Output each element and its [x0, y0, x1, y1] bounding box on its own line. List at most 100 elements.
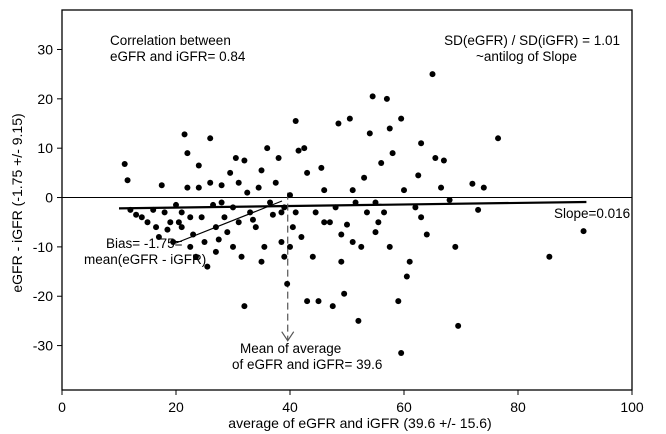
- data-point: [378, 159, 385, 166]
- data-point: [258, 258, 265, 265]
- data-point: [381, 209, 388, 216]
- bias-annotation-line1: Bias= -1.75=: [106, 236, 183, 251]
- sd-ratio-annotation-line1: SD(eGFR) / SD(iGFR) = 1.01: [444, 33, 620, 48]
- data-point: [258, 167, 265, 174]
- data-point: [401, 187, 407, 194]
- data-point: [355, 317, 362, 324]
- y-tick-label: -30: [33, 338, 53, 354]
- data-point: [187, 243, 194, 250]
- data-point: [335, 120, 342, 127]
- data-point: [218, 182, 225, 189]
- data-point: [418, 214, 425, 221]
- data-point: [272, 179, 279, 186]
- data-point: [289, 224, 296, 231]
- data-point: [287, 243, 293, 250]
- y-axis-label: eGFR - iGFR (-1.75 +/- 9.15): [9, 113, 25, 292]
- data-point: [312, 209, 319, 216]
- data-point: [278, 209, 285, 216]
- x-axis-label: average of eGFR and iGFR (39.6 +/- 15.6): [228, 415, 491, 431]
- data-point: [349, 187, 356, 194]
- y-tick-label: -10: [33, 239, 53, 255]
- data-point: [198, 214, 205, 221]
- data-point: [423, 231, 430, 238]
- data-point: [255, 184, 262, 191]
- data-point: [318, 164, 325, 171]
- data-point: [455, 322, 462, 329]
- data-point: [304, 169, 311, 176]
- y-tick-label: 20: [37, 91, 53, 107]
- data-point: [495, 135, 502, 142]
- data-point: [440, 157, 447, 164]
- data-point: [184, 184, 191, 191]
- data-point: [167, 219, 174, 226]
- data-point: [275, 155, 282, 162]
- data-point: [281, 253, 288, 260]
- data-point: [207, 135, 214, 142]
- data-point: [338, 231, 345, 238]
- x-tick-label: 20: [168, 399, 184, 415]
- data-point: [292, 118, 299, 125]
- data-point: [204, 263, 211, 270]
- correlation-annotation-line1: Correlation between: [110, 33, 231, 48]
- data-point: [432, 155, 439, 162]
- data-point: [363, 209, 370, 216]
- x-tick-label: 0: [58, 399, 66, 415]
- data-point: [389, 150, 396, 157]
- bias-pointer-line: [175, 200, 283, 244]
- data-point: [326, 219, 333, 226]
- data-point: [170, 238, 177, 245]
- data-point: [261, 243, 268, 250]
- data-point: [361, 174, 368, 181]
- data-point: [321, 187, 328, 194]
- data-point: [332, 204, 339, 211]
- data-point: [338, 258, 345, 265]
- data-point: [133, 211, 140, 218]
- bias-annotation-line2: mean(eGFR - iGFR): [84, 252, 206, 267]
- data-point: [267, 199, 274, 206]
- data-point: [210, 201, 217, 208]
- data-point: [429, 71, 436, 78]
- data-point: [192, 253, 199, 260]
- data-point: [352, 199, 359, 206]
- data-point: [178, 224, 185, 231]
- y-tick-label: -20: [33, 288, 53, 304]
- data-point: [415, 172, 422, 179]
- data-point: [369, 93, 376, 100]
- y-tick-label: 0: [45, 190, 53, 206]
- data-point: [241, 157, 248, 164]
- data-point: [287, 192, 293, 199]
- data-point: [252, 224, 259, 231]
- data-point: [244, 189, 251, 196]
- data-point: [315, 298, 322, 305]
- data-point: [230, 204, 236, 211]
- data-point: [406, 258, 413, 265]
- slope-annotation: Slope=0.016: [554, 206, 630, 221]
- data-point: [195, 162, 202, 169]
- data-point: [292, 209, 299, 216]
- data-point: [372, 199, 379, 206]
- data-point: [452, 243, 459, 250]
- data-point: [178, 209, 185, 216]
- data-point: [224, 229, 231, 236]
- y-tick-label: 30: [37, 41, 53, 57]
- y-tick-label: 10: [37, 140, 53, 156]
- data-point: [235, 179, 242, 186]
- data-point: [230, 243, 236, 250]
- data-point: [341, 290, 348, 297]
- mean-average-annotation-line2: of eGFR and iGFR= 39.6: [232, 357, 382, 372]
- data-point: [155, 234, 162, 241]
- data-point: [344, 221, 350, 228]
- correlation-annotation-line2: eGFR and iGFR= 0.84: [110, 49, 246, 64]
- data-point: [238, 253, 245, 260]
- data-point: [418, 140, 425, 147]
- data-point: [366, 130, 373, 137]
- data-point: [138, 214, 145, 221]
- data-point: [304, 298, 311, 305]
- data-point: [284, 280, 291, 287]
- data-point: [281, 204, 288, 211]
- data-point: [187, 214, 194, 221]
- data-point: [201, 238, 208, 245]
- data-point: [164, 226, 171, 233]
- x-tick-label: 100: [620, 399, 644, 415]
